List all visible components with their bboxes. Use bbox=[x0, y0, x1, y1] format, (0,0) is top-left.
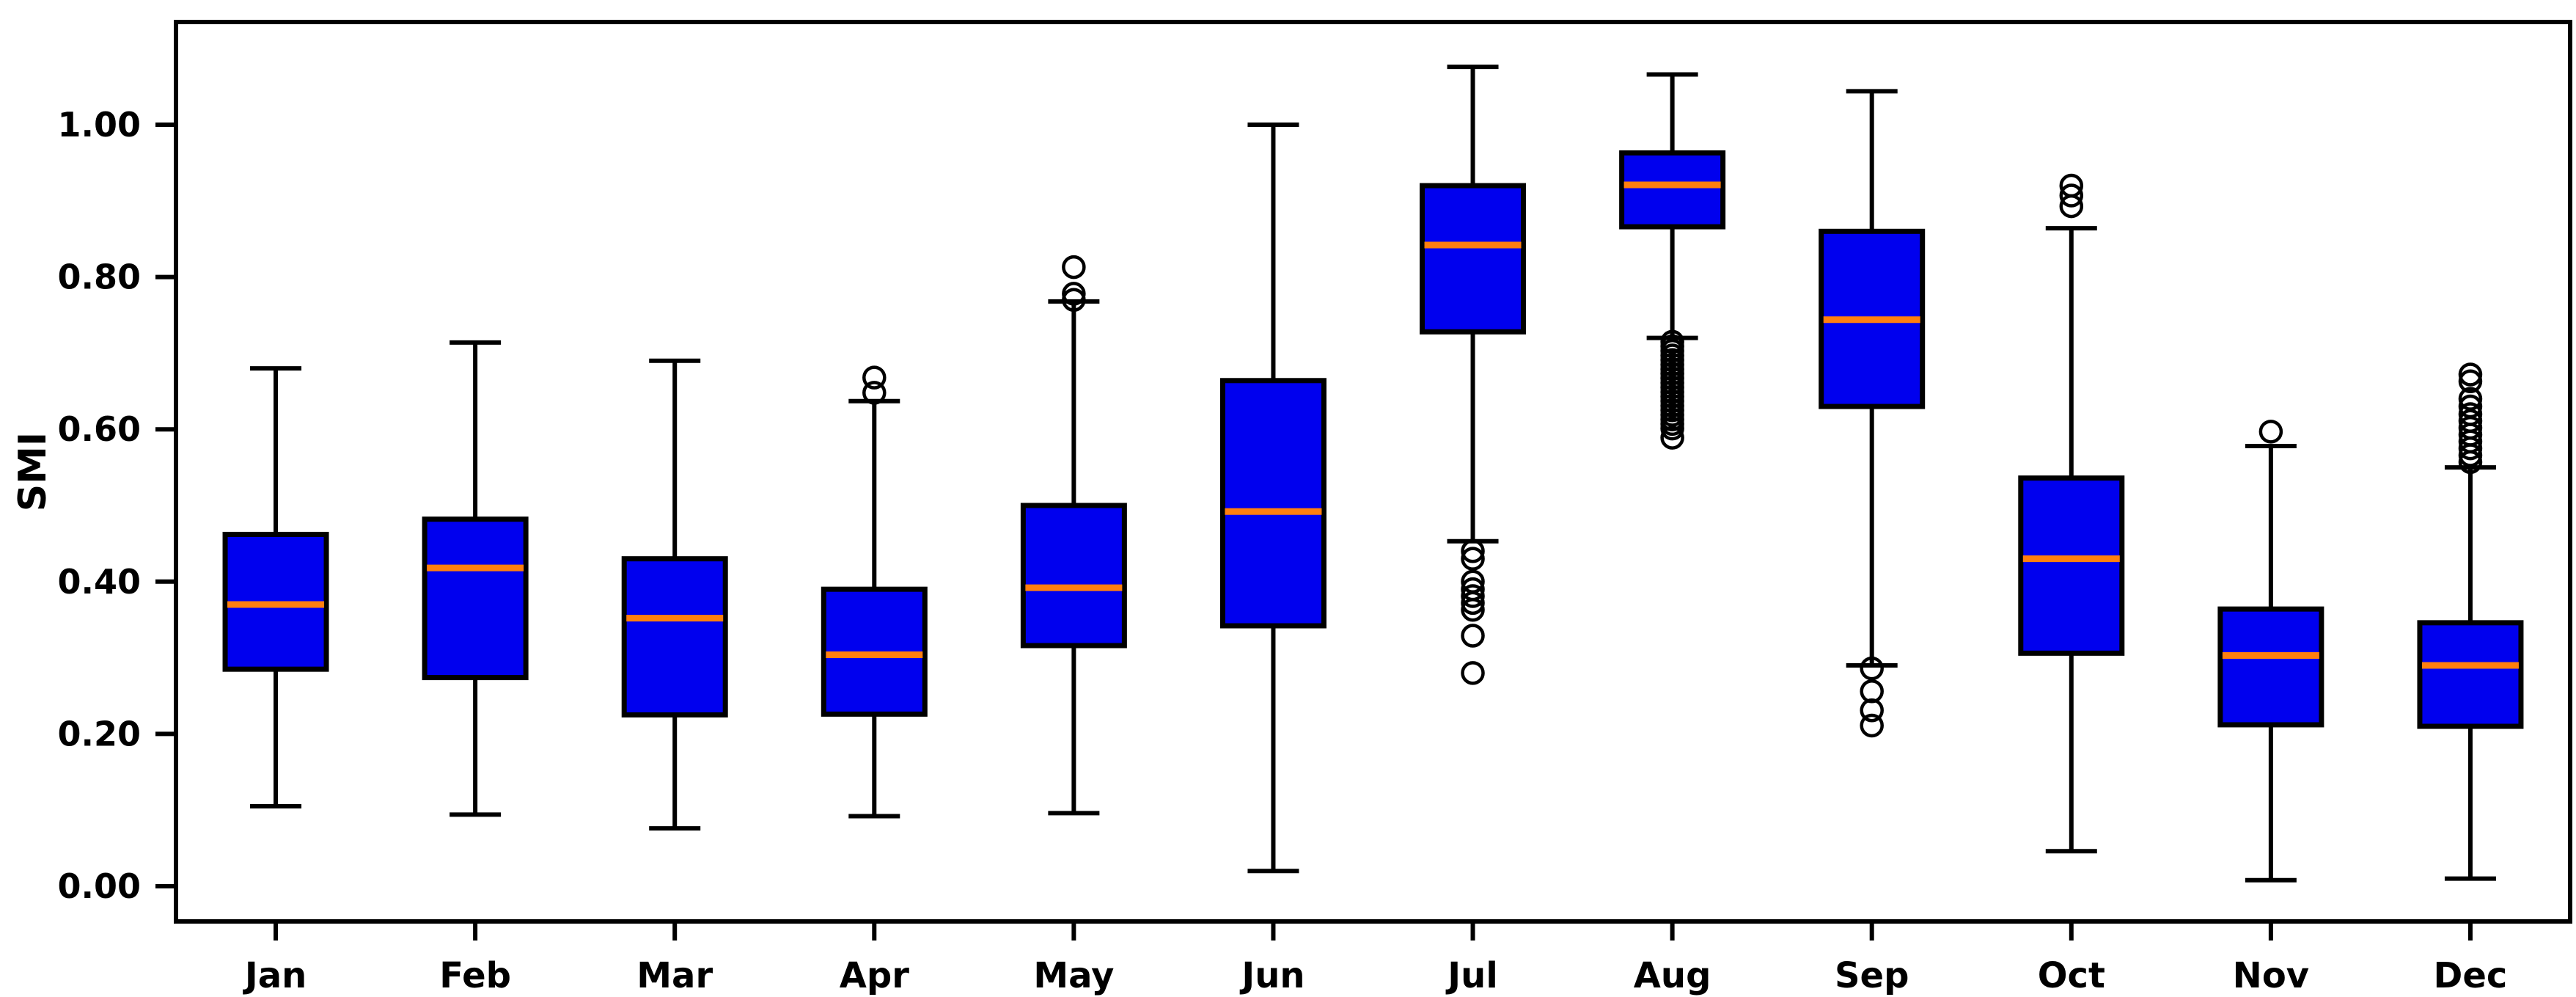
x-tick-label-jul: Jul bbox=[1445, 955, 1497, 996]
boxplot-nov bbox=[2217, 420, 2324, 883]
boxplot-series bbox=[222, 65, 2524, 883]
x-axis-ticks: Jan Feb Mar Apr May Jun Jul Aug Sep Oct Nov Dec bbox=[243, 921, 2508, 996]
y-axis-ticks: 0.00 0.20 0.40 0.60 0.80 1.00 bbox=[58, 105, 176, 906]
y-tick-label: 0.00 bbox=[58, 866, 142, 906]
outlier-point bbox=[1660, 416, 1684, 441]
y-tick-label: 0.20 bbox=[58, 714, 142, 753]
boxplot-jun bbox=[1219, 123, 1326, 874]
outlier-point bbox=[2059, 194, 2084, 219]
boxplot-apr bbox=[821, 365, 928, 819]
x-tick-label-mar: Mar bbox=[636, 955, 713, 996]
y-tick-label: 1.00 bbox=[58, 105, 142, 145]
iqr-box bbox=[621, 556, 728, 717]
x-tick-label-nov: Nov bbox=[2233, 955, 2309, 996]
outlier-point bbox=[1062, 255, 1086, 280]
plot-frame bbox=[174, 20, 2572, 924]
x-tick-label-dec: Dec bbox=[2434, 955, 2508, 996]
outlier-point bbox=[2458, 369, 2483, 394]
x-tick-label-may: May bbox=[1033, 955, 1114, 996]
outlier-point bbox=[1062, 288, 1086, 312]
outlier-point bbox=[1461, 661, 1485, 685]
iqr-box bbox=[2217, 606, 2324, 728]
x-tick-label-apr: Apr bbox=[840, 955, 910, 996]
outlier-point bbox=[862, 381, 887, 405]
iqr-box bbox=[1020, 503, 1127, 649]
outlier-point bbox=[2458, 436, 2483, 461]
boxplot-aug bbox=[1619, 72, 1726, 450]
iqr-box bbox=[1420, 183, 1527, 335]
outlier-point bbox=[2458, 362, 2483, 387]
outlier-point bbox=[2458, 450, 2483, 475]
x-tick-label-jun: Jun bbox=[1239, 955, 1304, 996]
outlier-point bbox=[862, 365, 887, 390]
x-tick-label-feb: Feb bbox=[439, 955, 511, 996]
boxplot-jan bbox=[222, 366, 329, 809]
boxplot-jul bbox=[1420, 65, 1527, 685]
boxplot-feb bbox=[422, 340, 529, 817]
iqr-box bbox=[1619, 150, 1726, 230]
x-tick-label-aug: Aug bbox=[1634, 955, 1711, 996]
boxplot-oct bbox=[2018, 173, 2125, 854]
iqr-box bbox=[2417, 620, 2524, 729]
y-tick-label: 0.80 bbox=[58, 258, 142, 297]
boxplot-sep bbox=[1819, 89, 1926, 738]
outlier-point bbox=[1062, 282, 1086, 306]
boxplot-dec bbox=[2417, 362, 2524, 881]
axes-frame bbox=[174, 20, 2572, 924]
outlier-point bbox=[1860, 656, 1884, 681]
outlier-point bbox=[1461, 591, 1485, 616]
x-tick-label-sep: Sep bbox=[1835, 955, 1909, 996]
outlier-point bbox=[1660, 426, 1684, 450]
y-tick-label: 0.60 bbox=[58, 409, 142, 449]
outlier-point bbox=[2458, 443, 2483, 467]
iqr-box bbox=[2018, 475, 2125, 656]
outlier-point bbox=[1461, 624, 1485, 648]
x-tick-label-oct: Oct bbox=[2038, 955, 2105, 996]
boxplot-may bbox=[1020, 255, 1127, 816]
y-tick-label: 0.40 bbox=[58, 562, 142, 602]
outlier-point bbox=[1461, 539, 1485, 563]
outlier-point bbox=[1461, 597, 1485, 622]
boxplot-mar bbox=[621, 358, 728, 831]
outlier-point bbox=[1461, 547, 1485, 571]
iqr-box bbox=[422, 516, 529, 681]
y-axis-label: SMI bbox=[11, 432, 55, 512]
outlier-point bbox=[1860, 698, 1884, 723]
outlier-point bbox=[1860, 713, 1884, 738]
outlier-point bbox=[2258, 420, 2283, 444]
outlier-point bbox=[1461, 584, 1485, 608]
x-tick-label-jan: Jan bbox=[243, 955, 307, 996]
outlier-point bbox=[2059, 183, 2084, 208]
iqr-box bbox=[1219, 378, 1326, 629]
